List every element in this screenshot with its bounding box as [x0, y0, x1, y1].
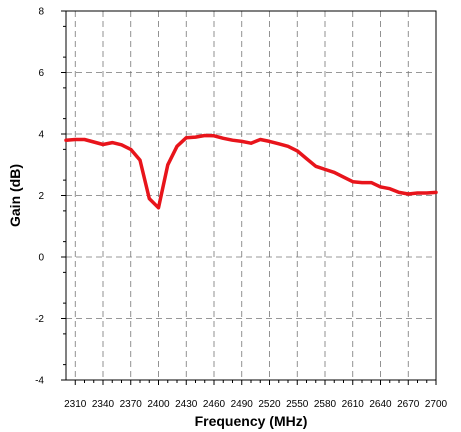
x-tick-label: 2550: [286, 399, 309, 410]
y-axis: -4 -2 0 2 4 6 8: [35, 7, 66, 387]
x-tick-label: 2520: [258, 399, 281, 410]
y-tick-label: 6: [38, 68, 44, 79]
y-tick-label: -4: [35, 376, 44, 387]
x-axis-title: Frequency (MHz): [195, 413, 308, 429]
x-tick-label: 2580: [314, 399, 337, 410]
x-axis: 2310 2340 2370 2400 2430 2460 2490 2520 2550 2580…: [64, 380, 448, 410]
y-axis-title: Gain (dB): [7, 164, 23, 227]
y-tick-label: 2: [38, 191, 44, 202]
grid-lines: [66, 11, 436, 380]
x-tick-label: 2370: [120, 399, 143, 410]
x-tick-label: 2430: [175, 399, 198, 410]
x-tick-label: 2700: [425, 399, 448, 410]
y-tick-label: 0: [38, 253, 44, 264]
x-tick-label: 2310: [64, 399, 87, 410]
x-tick-label: 2640: [369, 399, 392, 410]
y-tick-label: 8: [38, 7, 44, 18]
x-tick-label: 2340: [92, 399, 115, 410]
x-tick-label: 2670: [397, 399, 420, 410]
y-tick-label: 4: [38, 130, 44, 141]
x-tick-label: 2460: [203, 399, 226, 410]
series-line-0: [64, 133, 438, 210]
x-tick-label: 2400: [147, 399, 170, 410]
series-layer: [64, 133, 438, 210]
y-tick-label: -2: [35, 314, 44, 325]
x-tick-label: 2610: [342, 399, 365, 410]
x-tick-label: 2490: [231, 399, 254, 410]
